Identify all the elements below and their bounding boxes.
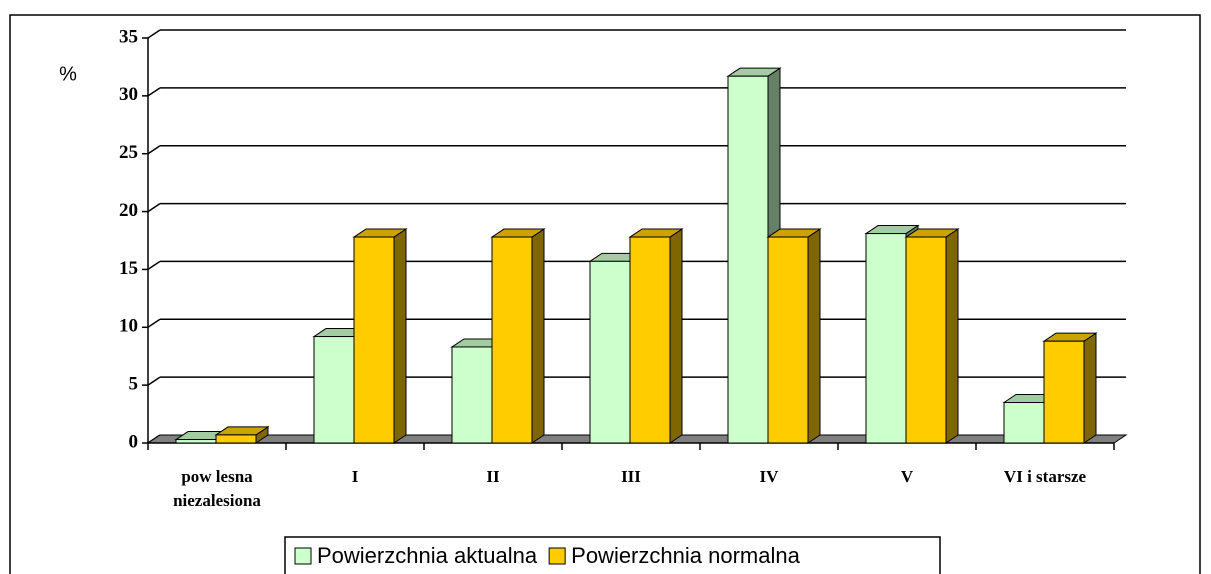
y-tick-depth bbox=[147, 145, 161, 155]
y-tick-label: 10 bbox=[119, 316, 138, 337]
bar-side bbox=[531, 228, 545, 444]
bar bbox=[767, 236, 809, 444]
bar bbox=[353, 236, 395, 444]
y-tick-depth bbox=[147, 87, 161, 97]
y-tick-label: 25 bbox=[119, 142, 138, 163]
x-tick-label: IV bbox=[760, 467, 780, 486]
bar bbox=[1003, 402, 1045, 444]
x-tick-label: V bbox=[901, 467, 914, 486]
bar-side bbox=[945, 228, 959, 444]
y-axis-label: % bbox=[59, 63, 77, 85]
y-tick-label: 30 bbox=[119, 84, 138, 105]
y-tick-depth bbox=[147, 29, 161, 39]
bar bbox=[451, 346, 493, 444]
y-tick-label: 20 bbox=[119, 200, 138, 221]
x-tick-label: pow lesna niezalesiona bbox=[173, 467, 261, 510]
chart-frame bbox=[9, 14, 1201, 574]
bar bbox=[1043, 340, 1085, 444]
bar bbox=[491, 236, 533, 444]
y-tick-label: 0 bbox=[129, 431, 139, 452]
y-tick-depth bbox=[147, 260, 161, 271]
x-tick-label: II bbox=[486, 467, 500, 486]
x-tick-label: III bbox=[621, 467, 641, 486]
y-tick-depth bbox=[147, 318, 161, 328]
legend-label: Powierzchnia normalna bbox=[571, 543, 800, 568]
x-tick-label: I bbox=[352, 467, 359, 486]
y-tick-depth bbox=[147, 202, 161, 213]
bar bbox=[629, 236, 671, 444]
bar bbox=[175, 439, 217, 444]
legend-box bbox=[284, 536, 941, 574]
bar-side bbox=[669, 228, 683, 444]
y-tick-depth bbox=[147, 376, 161, 386]
bar bbox=[865, 233, 907, 444]
bar bbox=[905, 236, 947, 444]
bar-side bbox=[807, 228, 821, 444]
bar bbox=[313, 336, 355, 444]
legend-label: Powierzchnia aktualna bbox=[317, 543, 538, 568]
bar bbox=[727, 75, 769, 444]
y-tick-label: 35 bbox=[119, 26, 138, 47]
y-tick-label: 5 bbox=[129, 374, 139, 395]
bar bbox=[215, 434, 257, 444]
legend-marker bbox=[294, 547, 312, 565]
bar bbox=[589, 260, 631, 444]
legend-marker bbox=[548, 547, 566, 565]
y-tick-label: 15 bbox=[119, 258, 138, 279]
x-tick-label: VI i starsze bbox=[1004, 467, 1087, 486]
bar-side bbox=[393, 228, 407, 444]
bar-side bbox=[1083, 332, 1097, 444]
